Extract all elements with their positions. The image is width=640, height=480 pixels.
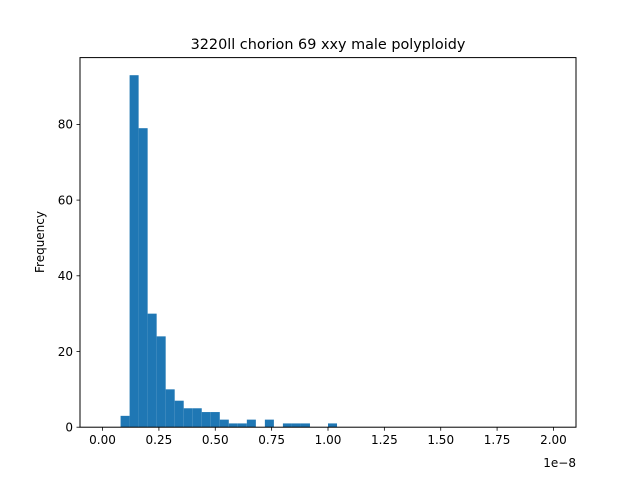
x-tick-label: 1.25	[371, 433, 398, 447]
histogram-bar	[264, 419, 274, 428]
histogram-bar	[165, 389, 175, 428]
x-axis-offset-label: 1e−8	[543, 456, 576, 470]
histogram-bar	[138, 128, 148, 428]
histogram-bar	[120, 415, 130, 428]
histogram-bar	[228, 423, 238, 428]
y-tick-label: 0	[65, 421, 73, 435]
x-tick-label: 0.50	[202, 433, 229, 447]
histogram-bar	[246, 419, 256, 428]
histogram-bar	[300, 423, 310, 428]
histogram-bars	[120, 75, 338, 428]
y-tick-label: 60	[58, 193, 73, 207]
x-tick-label: 0.00	[89, 433, 116, 447]
histogram-bar	[147, 313, 157, 428]
histogram-bar	[291, 423, 301, 428]
histogram-bar	[192, 408, 202, 428]
histogram-bar	[174, 400, 184, 428]
histogram-bar	[328, 423, 338, 428]
x-tick-label: 1.00	[315, 433, 342, 447]
histogram-bar	[237, 423, 247, 428]
x-tick-label: 0.75	[258, 433, 285, 447]
y-axis-label: Frequency	[33, 211, 47, 273]
y-tick-label: 20	[58, 345, 73, 359]
histogram-bar	[201, 412, 211, 428]
histogram-bar	[210, 412, 220, 428]
y-tick-label: 80	[58, 118, 73, 132]
x-axis-ticks: 0.00 0.25 0.50 0.75 1.00 1.25 1.50 1.75 2.00	[89, 427, 567, 447]
x-tick-label: 2.00	[540, 433, 567, 447]
chart-title: 3220ll chorion 69 xxy male polyploidy	[191, 37, 466, 53]
x-tick-label: 1.75	[484, 433, 511, 447]
histogram-bar	[129, 75, 139, 428]
x-tick-label: 0.25	[146, 433, 173, 447]
x-tick-label: 1.50	[427, 433, 454, 447]
histogram-bar	[282, 423, 292, 428]
y-tick-label: 40	[58, 269, 73, 283]
y-axis-ticks: 0 20 40 60 80	[58, 118, 80, 435]
histogram-bar	[219, 419, 229, 428]
histogram-bar	[183, 408, 193, 428]
histogram-bar	[156, 336, 166, 428]
